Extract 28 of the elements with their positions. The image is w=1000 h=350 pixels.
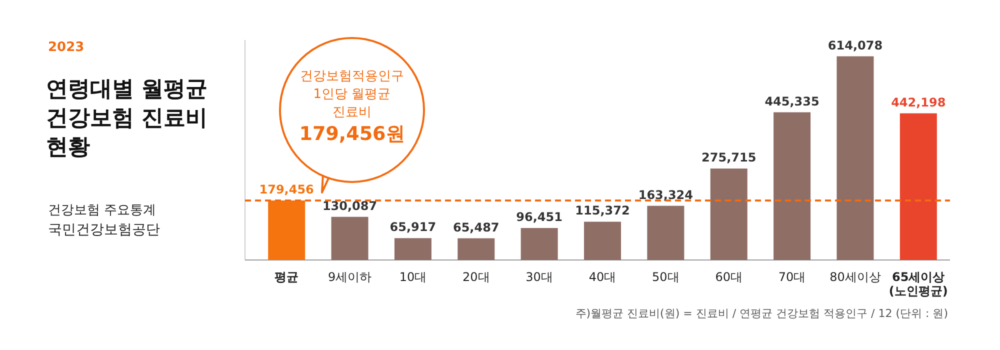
- x-tick-label: 60대: [715, 270, 743, 284]
- x-tick-label: 80세이상: [830, 270, 881, 284]
- data-label: 65,487: [452, 220, 500, 234]
- x-tick-label: 10대: [399, 270, 427, 284]
- x-tick-label: 65세이상 (노인평균): [888, 270, 948, 298]
- x-tick-label: 40대: [588, 270, 616, 284]
- text: 주)월평균 진료비(원) = 진료비 / 연평균 건강보험 적용인구 / 12 (단위 : 원): [575, 307, 948, 320]
- data-label: 163,324: [638, 188, 694, 202]
- data-label: 614,078: [828, 38, 883, 52]
- x-tick-label: 20대: [462, 270, 490, 284]
- x-tick-label: 70대: [778, 270, 806, 284]
- data-label: 130,087: [322, 198, 378, 213]
- data-label: 65,917: [390, 220, 436, 234]
- data-label: 179,456: [259, 182, 314, 196]
- text: 연령대별 월평균 건강보험 진료비 현황: [46, 77, 208, 160]
- x-tick-label: 30대: [526, 270, 553, 284]
- text: 국민건강보험공단: [48, 222, 160, 238]
- text: 건강보험 주요통계: [48, 203, 156, 218]
- x-tick-label: 9세이하: [328, 270, 372, 284]
- x-tick-label: 평균: [274, 270, 299, 284]
- data-label: 275,715: [702, 150, 756, 165]
- data-label: 96,451: [516, 210, 562, 224]
- data-label: 445,335: [764, 94, 820, 108]
- ref-line-label: 건강보험적용인구 1인당 월평균 진료비 179,456원: [299, 69, 405, 145]
- data-label: 115,372: [575, 204, 630, 218]
- text: 2023: [48, 40, 84, 55]
- data-label: 442,198: [891, 95, 946, 110]
- x-tick-label: 50대: [652, 270, 680, 284]
